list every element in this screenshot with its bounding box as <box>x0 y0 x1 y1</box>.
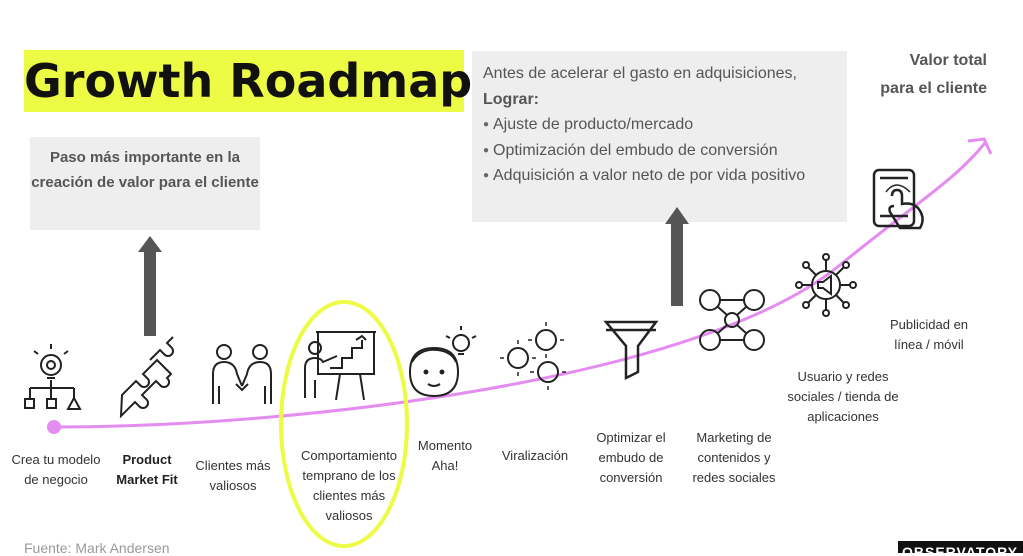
virus-icon <box>500 322 566 390</box>
funnel-icon <box>603 320 659 381</box>
presentation-board-icon <box>304 331 376 401</box>
handshake-people-icon <box>212 344 272 404</box>
growth-curve <box>53 142 987 429</box>
brand-logo: OBSERVATORY <box>898 541 1023 553</box>
info-box-left: Paso más importante en la creación de va… <box>30 137 260 230</box>
page-title: Growth Roadmap <box>24 54 473 108</box>
info-box-intro: Antes de acelerar el gasto en adquisicio… <box>483 65 797 82</box>
lightbulb-gear-icon <box>24 344 82 410</box>
stage-label: Comportamiento temprano de los clientes … <box>300 448 398 523</box>
source-credit: Fuente: Mark Andersen <box>24 540 170 556</box>
highlight-ring <box>279 300 409 548</box>
stage-label: Product Market Fit <box>116 452 178 487</box>
stage-label: Clientes más valiosos <box>195 458 271 493</box>
goal-label: Valor total para el cliente <box>880 52 987 97</box>
network-people-icon <box>699 289 765 351</box>
stage-label: Marketing de contenidos y redes sociales <box>692 430 776 485</box>
bullet-item: Ajuste de producto/mercado <box>483 112 837 138</box>
stage-label: Viralización <box>501 448 569 463</box>
arrow-up-left <box>138 236 162 336</box>
info-box-bullets: Ajuste de producto/mercado Optimización … <box>483 112 837 189</box>
curve-arrow-head <box>967 137 993 155</box>
bullet-item: Adquisición a valor neto de por vida pos… <box>483 163 837 189</box>
bullet-item: Optimización del embudo de conversión <box>483 138 837 164</box>
phone-touch-icon <box>872 168 924 230</box>
title-highlight <box>24 50 464 112</box>
info-box-right: Antes de acelerar el gasto en adquisicio… <box>472 51 847 222</box>
arrow-up-right <box>665 207 689 306</box>
stage-label: Optimizar el embudo de conversión <box>596 430 666 485</box>
stage-label: Momento Aha! <box>417 438 473 473</box>
puzzle-pieces-icon <box>119 336 174 419</box>
stage-label: Crea tu modelo de negocio <box>11 452 101 487</box>
stage-label: Publicidad en línea / móvil <box>889 317 969 352</box>
stage-label: Usuario y redes sociales / tienda de apl… <box>787 369 899 424</box>
info-box-lead: Lograr: <box>483 90 539 108</box>
megaphone-network-icon <box>795 253 857 317</box>
curve-start-dot <box>47 420 61 434</box>
person-idea-icon <box>408 326 477 398</box>
